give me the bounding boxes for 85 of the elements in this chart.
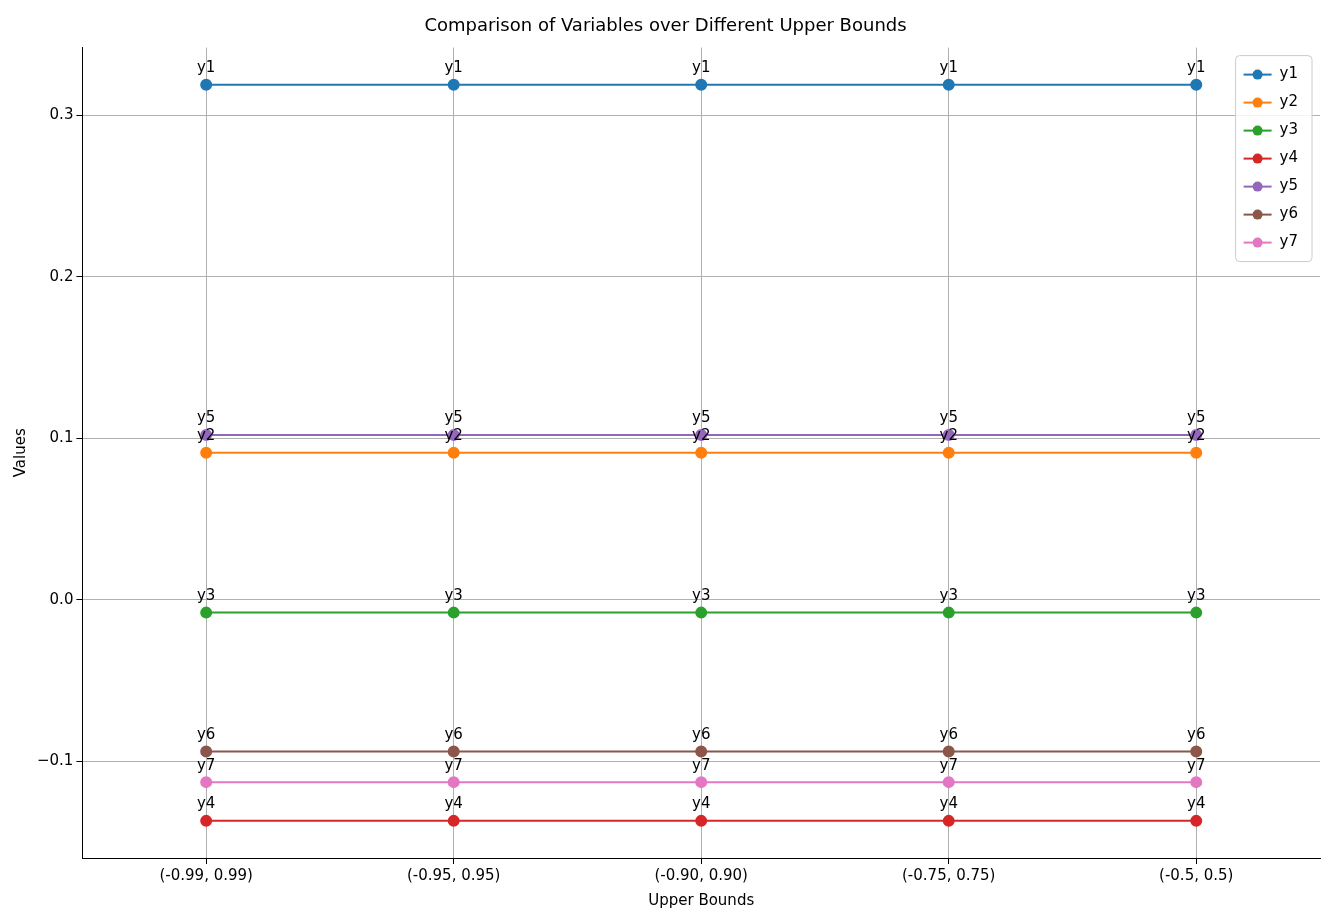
point bbox=[942, 814, 955, 827]
point bbox=[942, 606, 955, 619]
point bbox=[695, 745, 708, 758]
annotation: y7 bbox=[692, 755, 711, 774]
legend-label: y4 bbox=[1279, 148, 1298, 167]
annotation: y6 bbox=[692, 724, 711, 743]
annotation: y2 bbox=[444, 426, 463, 445]
legend-label: y1 bbox=[1279, 64, 1298, 83]
point bbox=[695, 446, 708, 459]
point bbox=[200, 745, 213, 758]
annotation: y4 bbox=[1187, 794, 1206, 813]
annotation: y6 bbox=[939, 724, 958, 743]
point bbox=[1190, 446, 1203, 459]
legend-label: y3 bbox=[1279, 120, 1298, 139]
legend-label: y5 bbox=[1279, 176, 1298, 195]
annotation: y7 bbox=[1187, 755, 1206, 774]
y-tick-label: 0.0 bbox=[49, 589, 74, 608]
legend-label: y2 bbox=[1279, 92, 1298, 111]
point bbox=[695, 606, 708, 619]
annotation: y2 bbox=[939, 426, 958, 445]
y-tick-label: 0.1 bbox=[49, 428, 74, 447]
annotation: y1 bbox=[444, 58, 463, 77]
point bbox=[447, 776, 460, 789]
annotation: y5 bbox=[444, 408, 463, 427]
point bbox=[1190, 606, 1203, 619]
x-tick-label: (-0.5, 0.5) bbox=[1159, 865, 1234, 884]
point bbox=[200, 78, 213, 91]
annotation: y4 bbox=[692, 794, 711, 813]
point bbox=[447, 814, 460, 827]
annotation: y2 bbox=[196, 426, 216, 445]
point bbox=[695, 78, 708, 91]
annotation: y7 bbox=[939, 755, 958, 774]
point bbox=[942, 78, 955, 91]
annotation: y1 bbox=[692, 58, 711, 77]
y-tick-label: −0.1 bbox=[36, 751, 74, 770]
annotation: y4 bbox=[196, 794, 216, 813]
y-tick-label: 0.3 bbox=[49, 105, 74, 124]
point bbox=[1190, 814, 1203, 827]
point bbox=[447, 78, 460, 91]
annotation: y1 bbox=[1187, 58, 1206, 77]
annotation: y7 bbox=[196, 755, 216, 774]
x-tick-label: (-0.99, 0.99) bbox=[159, 865, 253, 884]
y-tick-label: 0.2 bbox=[49, 266, 74, 285]
x-tick-label: (-0.95, 0.95) bbox=[406, 865, 501, 884]
point bbox=[200, 814, 213, 827]
point bbox=[1190, 745, 1203, 758]
annotation: y4 bbox=[444, 794, 463, 813]
annotation: y3 bbox=[692, 586, 711, 605]
annotation: y6 bbox=[196, 724, 216, 743]
annotation: y6 bbox=[1187, 724, 1206, 743]
point bbox=[447, 446, 460, 459]
point bbox=[695, 776, 708, 789]
point bbox=[942, 446, 955, 459]
annotation: y5 bbox=[692, 408, 711, 427]
annotation: y4 bbox=[939, 794, 958, 813]
annotation: y3 bbox=[196, 586, 216, 605]
annotation: y5 bbox=[1187, 408, 1206, 427]
annotation: y1 bbox=[939, 58, 958, 77]
annotation: y3 bbox=[1187, 586, 1206, 605]
y-axis-title: Values bbox=[10, 428, 29, 478]
point bbox=[200, 606, 213, 619]
annotation: y5 bbox=[196, 408, 216, 427]
annotation: y3 bbox=[939, 586, 958, 605]
point bbox=[200, 446, 213, 459]
point bbox=[1190, 776, 1203, 789]
x-tick-label: (-0.90, 0.90) bbox=[654, 865, 748, 884]
point bbox=[695, 814, 708, 827]
annotation: y6 bbox=[444, 724, 463, 743]
annotation: y7 bbox=[444, 755, 463, 774]
annotation: y3 bbox=[444, 586, 463, 605]
chart-title: Comparison of Variables over Different Upper Bounds bbox=[424, 14, 907, 36]
annotation: y5 bbox=[939, 408, 958, 427]
annotation: y2 bbox=[1187, 426, 1206, 445]
legend-label: y6 bbox=[1279, 204, 1298, 223]
point bbox=[200, 776, 213, 789]
annotation: y2 bbox=[692, 426, 711, 445]
legend-label: y7 bbox=[1279, 232, 1298, 251]
point bbox=[447, 745, 460, 758]
point bbox=[1190, 78, 1203, 91]
point bbox=[942, 745, 955, 758]
annotation: y1 bbox=[196, 58, 216, 77]
x-axis-title: Upper Bounds bbox=[648, 890, 755, 909]
point bbox=[942, 776, 955, 789]
x-tick-label: (-0.75, 0.75) bbox=[902, 865, 996, 884]
point bbox=[447, 606, 460, 619]
